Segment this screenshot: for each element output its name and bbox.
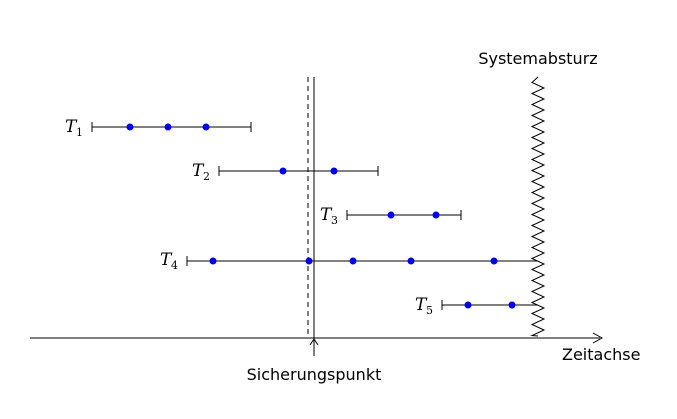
operation-point <box>490 257 498 265</box>
transaction-subscript: 2 <box>203 170 210 183</box>
operation-point <box>432 211 440 219</box>
crash-label: Systemabsturz <box>478 49 597 68</box>
transaction-subscript: 5 <box>426 304 433 317</box>
operation-point <box>330 167 338 175</box>
operation-point <box>464 301 472 309</box>
crash-zigzag-line <box>530 76 546 337</box>
transaction-subscript: 3 <box>331 214 338 227</box>
time-axis-arrowhead <box>592 332 604 344</box>
transaction-t4: T 4 <box>160 250 538 272</box>
operation-point <box>407 257 415 265</box>
operation-point <box>387 211 395 219</box>
transaction-subscript: 4 <box>171 259 178 272</box>
operation-point <box>202 123 210 131</box>
transaction-name: T <box>65 117 78 137</box>
operation-point <box>126 123 134 131</box>
operation-point <box>349 257 357 265</box>
checkpoint-label: Sicherungspunkt <box>247 365 382 384</box>
operation-point <box>164 123 172 131</box>
transaction-t3: T 3 <box>320 205 462 227</box>
operation-point <box>279 167 287 175</box>
time-axis-label: Zeitachse <box>562 345 640 364</box>
transaction-name: T <box>160 250 173 270</box>
transaction-subscript: 1 <box>76 126 83 139</box>
transaction-name: T <box>320 205 333 225</box>
operation-point <box>305 257 313 265</box>
checkpoint-marker-arrowhead <box>309 338 319 346</box>
transaction-t1: T 1 <box>65 117 252 139</box>
transaction-t2: T 2 <box>192 161 379 183</box>
transaction-name: T <box>415 295 428 315</box>
operation-point <box>209 257 217 265</box>
transaction-name: T <box>192 161 205 181</box>
transaction-t5: T 5 <box>415 295 538 317</box>
operation-point <box>508 301 516 309</box>
